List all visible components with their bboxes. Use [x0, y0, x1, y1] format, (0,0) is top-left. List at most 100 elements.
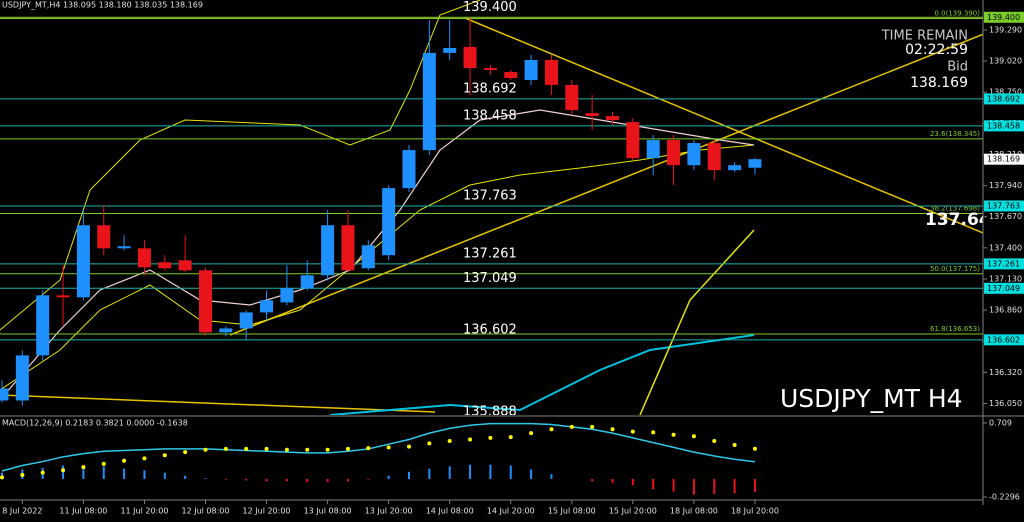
- signal-dot: [407, 444, 411, 449]
- candle-body: [565, 84, 579, 111]
- macd-bar: [123, 468, 126, 479]
- signal-dot: [264, 446, 269, 451]
- signal-dot: [712, 439, 717, 444]
- y-tick-label: 139.020: [989, 57, 1022, 66]
- main-panel: 0.0(139.390) 23.6(138.345) 38.2(137.698) 50…: [0, 0, 983, 415]
- trend-line: [0, 394, 436, 413]
- signal-dot: [142, 456, 147, 461]
- signal-dot: [732, 442, 737, 447]
- signal-dot: [671, 432, 676, 437]
- signal-dot: [610, 427, 615, 432]
- signal-dot: [203, 447, 208, 452]
- candle-body: [707, 143, 721, 171]
- macd-bar: [611, 478, 614, 483]
- candle-body: [56, 295, 70, 298]
- candle-body: [728, 165, 742, 171]
- x-tick-label: 18 Jul 20:00: [731, 507, 779, 516]
- signal-dot: [427, 441, 432, 446]
- y-tick-label: 137.940: [989, 181, 1022, 190]
- macd-bar: [733, 478, 736, 494]
- level-box-label: 138.458: [987, 121, 1020, 130]
- level-box-label: 137.049: [987, 284, 1020, 293]
- bid-value: 138.169: [910, 75, 968, 91]
- candle-body: [422, 52, 436, 151]
- x-tick-label: 8 Jul 2022: [2, 507, 42, 516]
- level-label: 138.692: [463, 81, 517, 96]
- candle-body: [199, 270, 212, 333]
- signal-dot: [223, 446, 228, 451]
- candle-body: [544, 59, 558, 85]
- x-tick-label: 13 Jul 20:00: [365, 507, 413, 516]
- trend-line: [464, 17, 983, 234]
- level-box: [984, 93, 1024, 105]
- candle-body: [36, 295, 50, 356]
- signal-dot: [183, 450, 188, 455]
- signal-dot: [366, 446, 371, 451]
- candle-body: [97, 225, 111, 249]
- level-label: 138.458: [463, 108, 517, 123]
- x-tick-label: 15 Jul 08:00: [548, 507, 596, 516]
- candle-body: [667, 140, 681, 166]
- signal-dot: [284, 447, 289, 452]
- fib-label: 38.2(137.698): [930, 204, 980, 212]
- candle-body: [76, 225, 90, 298]
- y-tick-label: 138.750: [989, 88, 1022, 97]
- y-tick-label: 136.860: [989, 306, 1022, 315]
- macd-bar: [285, 478, 288, 482]
- macd-line: [1, 422, 756, 472]
- band-line: [0, 144, 755, 391]
- macd-bar: [326, 478, 329, 483]
- signal-dot: [345, 446, 350, 451]
- y-tick-label: 0.709: [989, 418, 1012, 427]
- candle-body: [524, 59, 538, 81]
- macd-label: MACD(12,26,9) 0.2183 0.3821 0.0000 -0.16…: [2, 419, 188, 428]
- macd-bar: [530, 469, 533, 479]
- signal-dot: [508, 435, 513, 440]
- x-tick-label: 12 Jul 20:00: [243, 507, 291, 516]
- candle-body: [178, 260, 192, 271]
- signal-dot: [569, 424, 574, 429]
- candle-body: [585, 113, 599, 117]
- candle-body: [463, 46, 477, 69]
- candle-body: [606, 116, 619, 121]
- signal-dot: [549, 427, 554, 432]
- macd-bar: [652, 478, 655, 490]
- level-label: 137.763: [463, 189, 517, 204]
- macd-bar: [102, 466, 105, 479]
- fib-label: 50.0(137.175): [930, 265, 980, 273]
- signal-dot: [325, 447, 330, 452]
- macd-bar: [509, 465, 512, 479]
- candle-body: [321, 225, 335, 276]
- y-tick-label: 137.670: [989, 212, 1022, 221]
- macd-bar: [224, 478, 227, 480]
- candle-body: [137, 248, 151, 268]
- candle-body: [158, 262, 172, 269]
- x-tick-label: 14 Jul 08:00: [426, 507, 474, 516]
- macd-bar: [204, 478, 207, 479]
- level-box: [984, 258, 1024, 270]
- level-box-label: 137.763: [987, 202, 1020, 211]
- level-box-label: 138.692: [987, 94, 1020, 103]
- candle-body: [280, 288, 294, 303]
- signal-dot: [651, 430, 656, 435]
- macd-bar: [469, 464, 472, 479]
- level-label: 137.049: [463, 271, 517, 286]
- macd-bar: [367, 478, 370, 480]
- signal-dot: [101, 461, 106, 466]
- macd-bar: [143, 470, 146, 479]
- macd-bar: [245, 478, 248, 481]
- x-tick-label: 13 Jul 08:00: [304, 507, 352, 516]
- trend-line: [229, 33, 983, 336]
- candle-body: [341, 225, 355, 271]
- level-box-label: 137.261: [987, 259, 1020, 268]
- average-line: [329, 334, 755, 415]
- x-tick-label: 12 Jul 08:00: [182, 507, 230, 516]
- macd-bar: [631, 478, 634, 486]
- x-tick-label: 11 Jul 20:00: [120, 507, 168, 516]
- fib-label: 23.6(138.345): [930, 130, 980, 138]
- candle-body: [361, 245, 375, 269]
- x-tick-label: 18 Jul 08:00: [670, 507, 718, 516]
- macd-bar: [428, 468, 431, 479]
- y-tick-label: 137.400: [989, 243, 1022, 252]
